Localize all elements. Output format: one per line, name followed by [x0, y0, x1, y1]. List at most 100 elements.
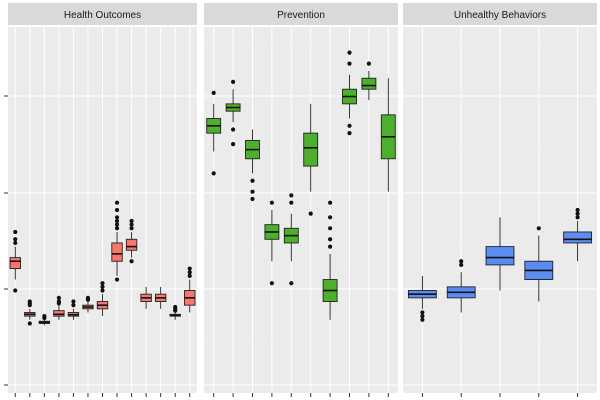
- outlier-point: [100, 284, 105, 289]
- outlier-point: [187, 270, 192, 275]
- outlier-point: [56, 299, 61, 304]
- outlier-point: [289, 281, 294, 286]
- box-body: [9, 257, 21, 270]
- box-5: [283, 193, 299, 286]
- outlier-point: [85, 295, 91, 300]
- box-body: [361, 77, 377, 90]
- outlier-point: [328, 226, 333, 231]
- box-12: [169, 304, 181, 320]
- box-4: [264, 200, 280, 286]
- outlier-point: [308, 211, 313, 216]
- outlier-point: [114, 222, 120, 227]
- outlier-point: [328, 237, 333, 242]
- panel-strip: [8, 3, 197, 25]
- panel-prevention: Prevention: [204, 3, 398, 397]
- outlier-point: [289, 200, 294, 205]
- outlier-point: [231, 79, 236, 84]
- outlier-point: [575, 211, 580, 216]
- outlier-point: [328, 244, 333, 249]
- box-9: [125, 218, 138, 264]
- box-10: [140, 286, 152, 309]
- box-6: [303, 103, 319, 216]
- outlier-point: [250, 178, 255, 183]
- outlier-point: [27, 321, 32, 326]
- outlier-point: [231, 127, 236, 132]
- outlier-point: [328, 200, 333, 205]
- box-6: [82, 295, 94, 313]
- outlier-point: [114, 215, 120, 220]
- box-2: [225, 79, 241, 147]
- outlier-point: [129, 226, 134, 231]
- outlier-point: [129, 222, 134, 227]
- outlier-point: [114, 207, 120, 213]
- box-body: [111, 242, 123, 262]
- outlier-point: [42, 314, 47, 319]
- box-body: [53, 310, 65, 317]
- outlier-point: [173, 304, 178, 310]
- box-body: [125, 238, 138, 251]
- panel-title: Unhealthy Behaviors: [454, 10, 546, 21]
- box-7: [96, 281, 109, 317]
- y-axis: [4, 95, 8, 386]
- outlier-point: [100, 288, 105, 293]
- outlier-point: [129, 218, 134, 224]
- outlier-point: [459, 259, 464, 264]
- box-8: [111, 200, 123, 282]
- box-body: [303, 132, 319, 167]
- outlier-point: [347, 123, 352, 128]
- outlier-point: [13, 288, 18, 293]
- outlier-point: [211, 90, 216, 95]
- outlier-point: [231, 142, 236, 147]
- box-11: [154, 286, 167, 309]
- outlier-point: [575, 207, 580, 213]
- outlier-point: [13, 237, 18, 242]
- outlier-point: [13, 240, 18, 246]
- outlier-point: [100, 281, 105, 286]
- panel-title: Health Outcomes: [64, 10, 141, 21]
- box-10: [380, 78, 396, 192]
- box-body: [485, 246, 515, 266]
- outlier-point: [114, 218, 120, 224]
- outlier-point: [420, 314, 425, 319]
- box-7: [322, 200, 338, 320]
- box-8: [342, 50, 357, 136]
- panel-strip: [403, 3, 597, 25]
- box-2: [446, 259, 476, 313]
- outlier-point: [269, 281, 274, 286]
- outlier-point: [536, 226, 541, 231]
- outlier-point: [187, 273, 192, 278]
- outlier-point: [420, 317, 425, 322]
- outlier-point: [347, 50, 352, 55]
- outlier-point: [211, 171, 216, 176]
- outlier-point: [459, 262, 464, 267]
- outlier-point: [347, 61, 352, 66]
- outlier-point: [27, 299, 32, 304]
- box-13: [184, 266, 196, 313]
- outlier-point: [289, 193, 294, 198]
- panel-unhealthy-behaviors: Unhealthy Behaviors: [403, 3, 597, 397]
- box-4: [53, 295, 65, 320]
- box-3: [38, 314, 51, 326]
- outlier-point: [347, 131, 352, 136]
- outlier-point: [366, 61, 371, 66]
- outlier-point: [56, 295, 61, 300]
- box-body: [563, 231, 593, 244]
- outlier-point: [250, 196, 255, 202]
- box-3: [485, 217, 515, 291]
- outlier-point: [575, 215, 580, 220]
- outlier-point: [114, 226, 120, 231]
- panels-layer: Health Outcomes Prevention Unhealthy Behav…: [4, 3, 597, 397]
- outlier-point: [114, 277, 120, 282]
- outlier-point: [71, 299, 76, 304]
- box-3: [245, 129, 260, 202]
- box-4: [524, 226, 554, 302]
- box-1: [407, 275, 437, 322]
- box-1: [206, 90, 222, 176]
- box-1: [9, 229, 21, 293]
- outlier-point: [269, 200, 274, 205]
- outlier-point: [13, 229, 18, 235]
- box-5: [563, 207, 593, 262]
- box-2: [24, 299, 36, 326]
- outlier-point: [114, 200, 120, 205]
